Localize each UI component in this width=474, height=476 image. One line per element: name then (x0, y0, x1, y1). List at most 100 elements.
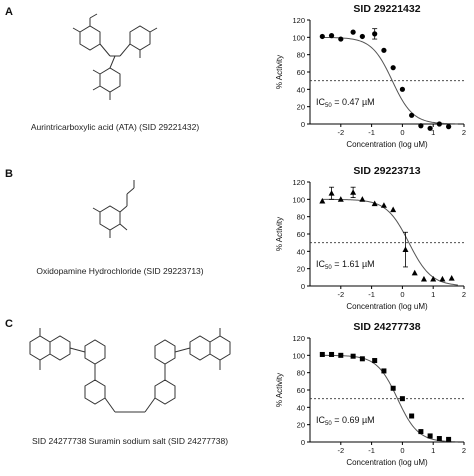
x-axis-label: Concentration (log uM) (346, 140, 428, 149)
ic50-annotation: IC50 = 0.47 µM (316, 97, 375, 109)
data-point (329, 351, 335, 357)
dose-response-chart-a: SID 29221432 0 20 40 60 80 100 120 -2 -1 0 1 2 Concen… (275, 3, 466, 149)
y-tick-label: 80 (297, 369, 305, 378)
data-point (439, 275, 446, 282)
data-point (418, 429, 424, 435)
compound-name-c: SID 24277738 Suramin sodium salt (SID 24… (31, 436, 229, 446)
x-tick-label: -2 (337, 290, 344, 299)
ata-structure-image (72, 13, 158, 100)
y-tick-label: 100 (292, 351, 305, 360)
x-tick-label: 0 (400, 290, 404, 299)
fit-curve (322, 354, 458, 443)
chart-title: SID 29223713 (353, 165, 420, 177)
data-point (446, 436, 452, 442)
data-point (390, 65, 396, 71)
panel-label-b: B (5, 168, 13, 180)
x-tick-label: 0 (400, 128, 404, 137)
data-point (350, 29, 356, 35)
y-tick-label: 80 (297, 213, 305, 222)
data-point (337, 196, 344, 202)
compound-name-b: Oxidopamine Hydrochloride (SID 29223713) (36, 266, 204, 276)
data-point (350, 189, 357, 195)
x-tick-label: 2 (462, 446, 466, 455)
ic50-annotation: IC50 = 0.69 µM (316, 415, 375, 427)
chart-title: SID 24277738 (353, 321, 420, 333)
y-tick-label: 0 (301, 120, 305, 129)
x-tick-label: -1 (368, 446, 375, 455)
data-point (359, 196, 366, 202)
ic50-annotation: IC50 = 1.61 µM (316, 259, 375, 271)
dose-response-chart-b: SID 29223713 0 20 40 60 80 100 120 -2 -1 0 1 2 Concen… (275, 165, 466, 311)
x-tick-label: 1 (431, 290, 435, 299)
data-point (418, 123, 424, 129)
data-point (420, 275, 427, 282)
data-point (430, 275, 437, 282)
data-point (319, 197, 326, 204)
data-point (448, 275, 455, 281)
y-tick-label: 40 (297, 247, 305, 256)
compound-name-a: Aurintricarboxylic acid (ATA) (SID 29221… (30, 122, 200, 132)
panel-label-c: C (5, 318, 13, 330)
suramin-structure-image (29, 328, 231, 413)
data-point (411, 269, 418, 276)
data-point (427, 433, 433, 439)
y-tick-label: 120 (292, 16, 305, 25)
y-tick-label: 40 (297, 403, 305, 412)
y-tick-label: 20 (297, 421, 305, 430)
data-point (319, 33, 325, 40)
data-point (359, 33, 365, 40)
x-tick-label: 1 (431, 446, 435, 455)
y-tick-label: 20 (297, 265, 305, 274)
y-tick-label: 40 (297, 85, 305, 94)
x-axis-label: Concentration (log uM) (346, 458, 428, 467)
y-tick-label: 120 (292, 334, 305, 343)
y-tick-label: 60 (297, 230, 305, 239)
y-tick-label: 60 (297, 386, 305, 395)
y-tick-label: 80 (297, 51, 305, 60)
data-point (371, 200, 378, 207)
y-axis-label: % Activity (275, 373, 284, 407)
x-tick-label: -1 (368, 128, 375, 137)
x-tick-label: 1 (431, 128, 435, 137)
dose-response-chart-c: SID 24277738 0 20 40 60 80 100 120 -2 -1 0 1 2 Concen… (275, 321, 466, 467)
data-point (390, 206, 397, 213)
fit-curve (322, 198, 458, 286)
fit-curve (322, 36, 458, 125)
data-point (402, 246, 409, 252)
data-point (350, 353, 356, 359)
data-point (427, 125, 433, 131)
data-point (359, 356, 365, 362)
y-tick-label: 100 (292, 195, 305, 204)
y-tick-label: 60 (297, 68, 305, 77)
data-point (328, 190, 335, 196)
data-point (390, 385, 396, 391)
data-point (409, 413, 415, 419)
data-point (399, 396, 405, 402)
y-tick-label: 20 (297, 103, 305, 112)
data-point (446, 124, 452, 130)
y-axis-label: % Activity (275, 217, 284, 251)
y-axis-label: % Activity (275, 55, 284, 89)
x-tick-label: -2 (337, 128, 344, 137)
panel-label-a: A (5, 6, 13, 18)
data-point (381, 368, 387, 374)
data-point (372, 31, 378, 37)
data-point (319, 351, 325, 357)
x-tick-label: 2 (462, 128, 466, 137)
x-tick-label: 0 (400, 446, 404, 455)
data-point (436, 121, 442, 127)
oxidopamine-structure-image (92, 180, 135, 238)
data-point (381, 47, 387, 53)
chart-title: SID 29221432 (353, 3, 420, 15)
data-point (328, 33, 335, 39)
y-tick-label: 0 (301, 438, 305, 447)
data-point (372, 358, 378, 364)
data-point (338, 352, 344, 358)
y-tick-label: 100 (292, 33, 305, 42)
data-point (399, 86, 405, 92)
data-point (409, 112, 415, 118)
x-tick-label: -1 (368, 290, 375, 299)
data-point (338, 36, 344, 42)
x-axis-label: Concentration (log uM) (346, 302, 428, 311)
data-point (380, 202, 387, 208)
